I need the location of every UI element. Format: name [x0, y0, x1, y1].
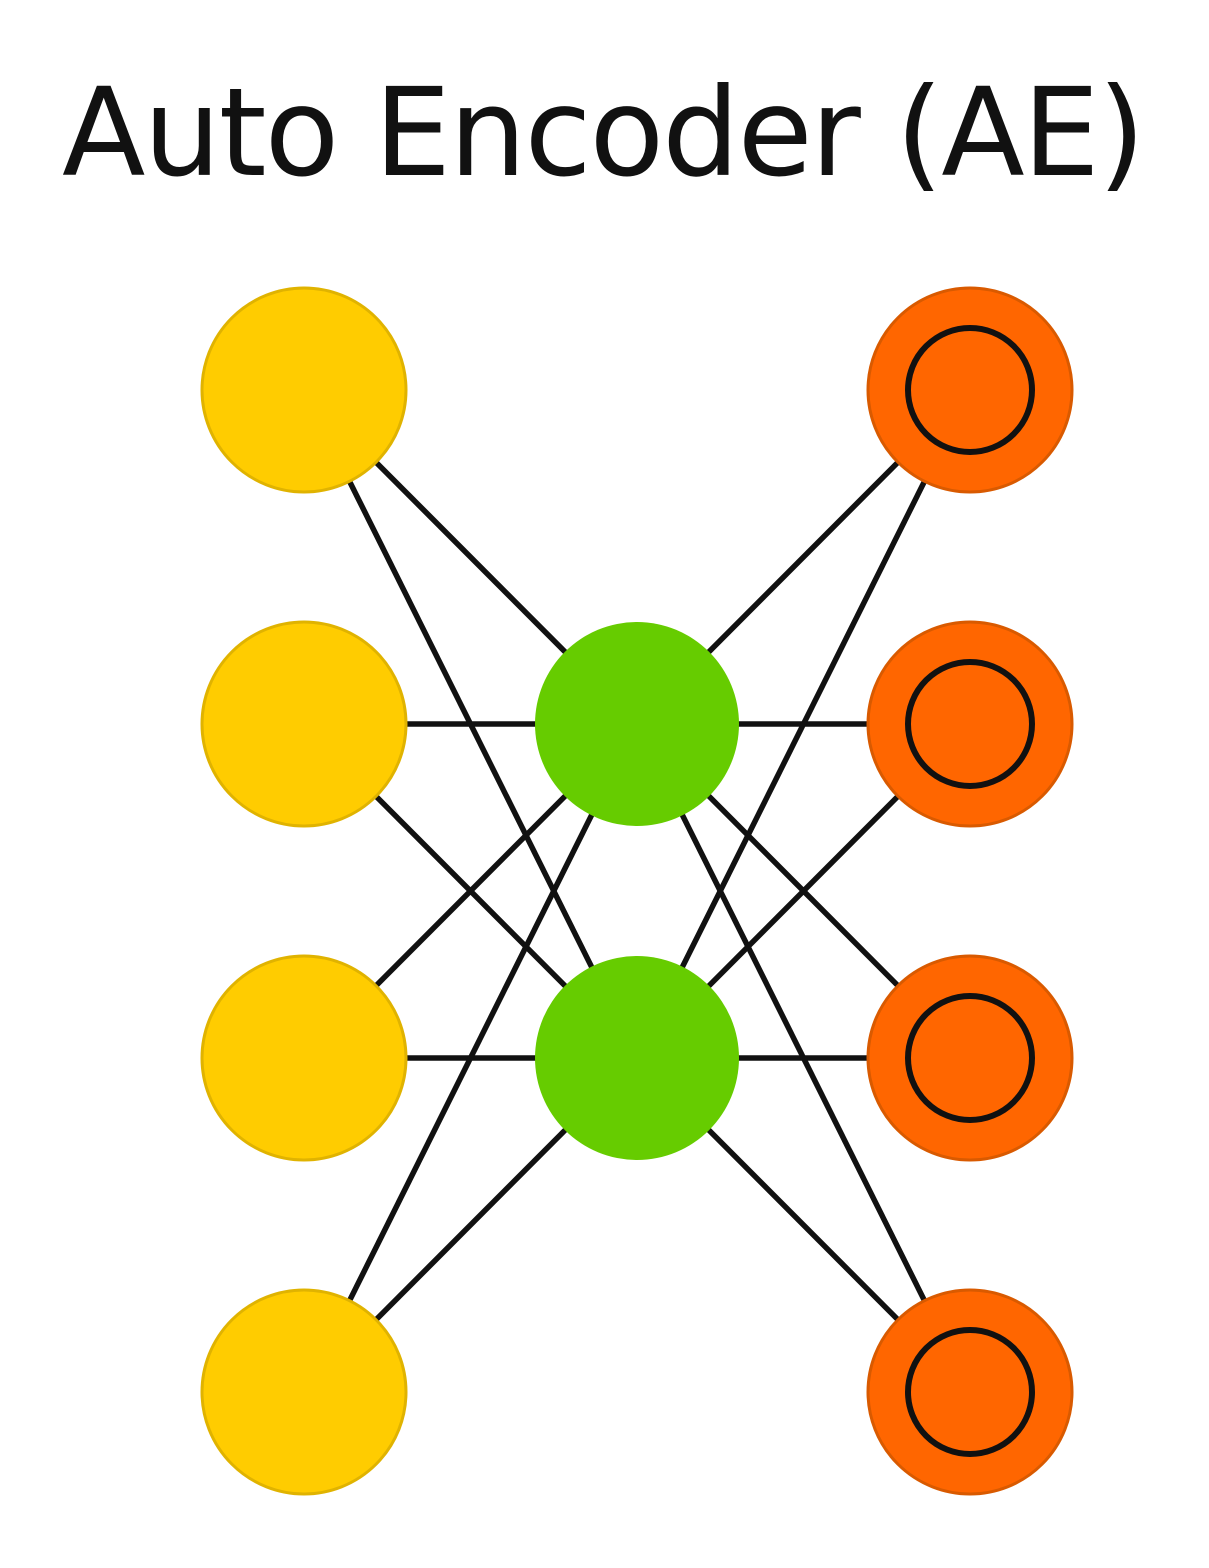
output-node-3: [866, 954, 1074, 1162]
output-node-circle: [866, 954, 1074, 1162]
output-node-1: [866, 286, 1074, 494]
hidden-node-2: [535, 956, 739, 1160]
output-node-ring: [905, 659, 1035, 789]
input-node-2: [200, 620, 408, 828]
output-node-2: [866, 620, 1074, 828]
input-node-4: [200, 1288, 408, 1496]
connection-edges: [301, 388, 973, 1394]
input-node-circle: [200, 1288, 408, 1496]
hidden-node-circle: [535, 956, 739, 1160]
edge-input-4-to-hidden-1: [301, 722, 640, 1394]
output-node-ring: [905, 1327, 1035, 1457]
hidden-node-circle: [535, 622, 739, 826]
output-node-ring: [905, 993, 1035, 1123]
output-node-circle: [866, 1288, 1074, 1496]
input-node-circle: [200, 286, 408, 494]
input-node-circle: [200, 620, 408, 828]
hidden-node-1: [535, 622, 739, 826]
input-node-circle: [200, 954, 408, 1162]
output-node-circle: [866, 620, 1074, 828]
input-node-1: [200, 286, 408, 494]
output-node-4: [866, 1288, 1074, 1496]
output-node-ring: [905, 325, 1035, 455]
neuron-nodes: [200, 286, 1074, 1496]
output-node-circle: [866, 286, 1074, 494]
diagram-title: Auto Encoder (AE): [62, 62, 1145, 204]
input-node-3: [200, 954, 408, 1162]
edge-hidden-2-to-output-1: [634, 388, 973, 1060]
